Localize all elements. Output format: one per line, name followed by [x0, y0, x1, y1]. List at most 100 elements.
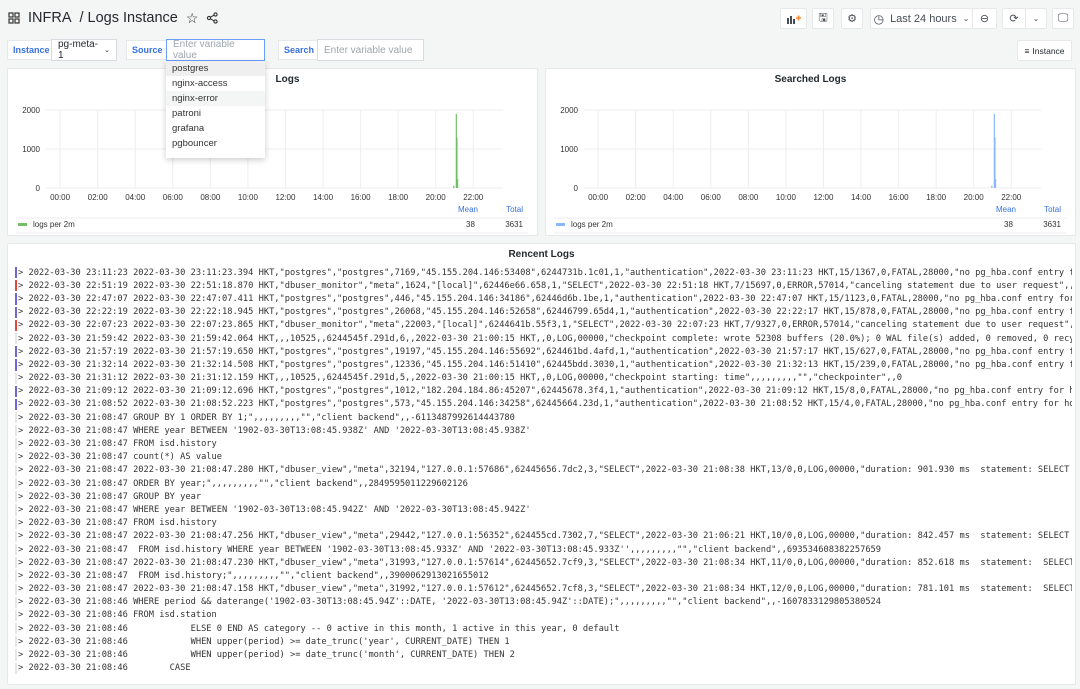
legend-series-name[interactable]: logs per 2m — [33, 220, 75, 229]
add-panel-button[interactable] — [780, 8, 807, 29]
expand-chevron-icon[interactable]: > — [18, 399, 29, 410]
log-row[interactable]: > 2022-03-30 21:08:46 WHEN upper(period)… — [10, 648, 1072, 661]
expand-chevron-icon[interactable]: > — [18, 504, 29, 515]
refresh-button[interactable]: ⟳ — [1002, 8, 1026, 29]
log-row[interactable]: > 2022-03-30 21:08:47 GROUP BY year — [10, 490, 1072, 503]
expand-chevron-icon[interactable]: > — [18, 320, 29, 331]
page-title[interactable]: Logs Instance — [87, 10, 178, 26]
chevron-down-icon: ⌄ — [962, 14, 970, 23]
expand-chevron-icon[interactable]: > — [18, 557, 29, 568]
expand-chevron-icon[interactable]: > — [18, 518, 29, 529]
expand-chevron-icon[interactable]: > — [18, 359, 29, 370]
log-row[interactable]: > 2022-03-30 21:08:47 count(*) AS value — [10, 451, 1072, 464]
legend-header-total[interactable]: Total — [1044, 205, 1061, 214]
log-row[interactable]: > 2022-03-30 21:08:46 ELSE 0 END AS cate… — [10, 622, 1072, 635]
legend-series-name[interactable]: logs per 2m — [571, 220, 613, 229]
share-icon[interactable] — [206, 12, 219, 24]
legend-header-mean[interactable]: Mean — [996, 205, 1016, 214]
log-row[interactable]: > 2022-03-30 21:08:52 2022-03-30 21:08:5… — [10, 398, 1072, 411]
log-row[interactable]: > 2022-03-30 22:47:07 2022-03-30 22:47:0… — [10, 292, 1072, 305]
star-icon[interactable]: ☆ — [185, 9, 199, 26]
source-option[interactable]: nginx-access — [172, 78, 228, 89]
instance-variable-select[interactable]: pg-meta-1 ⌄ — [51, 39, 117, 61]
log-row[interactable]: > 2022-03-30 21:08:47 2022-03-30 21:08:4… — [10, 464, 1072, 477]
x-tick-label: 16:00 — [889, 193, 910, 202]
expand-chevron-icon[interactable]: > — [18, 346, 29, 357]
expand-chevron-icon[interactable]: > — [18, 425, 29, 436]
log-row[interactable]: > 2022-03-30 21:59:42 2022-03-30 21:59:4… — [10, 332, 1072, 345]
expand-chevron-icon[interactable]: > — [18, 636, 29, 647]
log-row[interactable]: > 2022-03-30 21:08:47 FROM isd.history W… — [10, 543, 1072, 556]
expand-chevron-icon[interactable]: > — [18, 531, 29, 542]
expand-chevron-icon[interactable]: > — [18, 280, 29, 291]
expand-chevron-icon[interactable]: > — [18, 439, 29, 450]
log-row[interactable]: > 2022-03-30 21:08:47 ORDER BY year;",,,… — [10, 477, 1072, 490]
dashboard-grid-icon[interactable] — [8, 12, 20, 24]
log-row[interactable]: > 2022-03-30 21:08:47 FROM isd.history;"… — [10, 569, 1072, 582]
log-row[interactable]: > 2022-03-30 21:08:47 2022-03-30 21:08:4… — [10, 583, 1072, 596]
log-row[interactable]: > 2022-03-30 21:08:47 WHERE year BETWEEN… — [10, 424, 1072, 437]
expand-chevron-icon[interactable]: > — [18, 293, 29, 304]
expand-chevron-icon[interactable]: > — [18, 465, 29, 476]
log-row[interactable]: > 2022-03-30 21:09:12 2022-03-30 21:09:1… — [10, 385, 1072, 398]
log-row[interactable]: > 2022-03-30 21:32:14 2022-03-30 21:32:1… — [10, 358, 1072, 371]
zoom-out-button[interactable]: ⊖ — [972, 8, 997, 29]
log-row[interactable]: > 2022-03-30 21:57:19 2022-03-30 21:57:1… — [10, 345, 1072, 358]
expand-chevron-icon[interactable]: > — [18, 478, 29, 489]
legend-header-mean[interactable]: Mean — [458, 205, 478, 214]
source-variable-input[interactable]: Enter variable value — [166, 39, 265, 61]
log-row[interactable]: > 2022-03-30 23:11:23 2022-03-30 23:11:2… — [10, 266, 1072, 279]
expand-chevron-icon[interactable]: > — [18, 663, 29, 674]
log-row[interactable]: > 2022-03-30 21:08:47 WHERE year BETWEEN… — [10, 503, 1072, 516]
expand-chevron-icon[interactable]: > — [18, 386, 29, 397]
expand-chevron-icon[interactable]: > — [18, 570, 29, 581]
expand-chevron-icon[interactable]: > — [18, 307, 29, 318]
log-row[interactable]: > 2022-03-30 21:08:46 WHERE period && da… — [10, 596, 1072, 609]
log-row[interactable]: > 2022-03-30 22:22:19 2022-03-30 22:22:1… — [10, 306, 1072, 319]
expand-chevron-icon[interactable]: > — [18, 544, 29, 555]
log-list[interactable]: > 2022-03-30 23:11:23 2022-03-30 23:11:2… — [10, 266, 1072, 675]
source-option[interactable]: postgres — [166, 61, 265, 76]
log-row[interactable]: > 2022-03-30 22:07:23 2022-03-30 22:07:2… — [10, 319, 1072, 332]
instance-link-button[interactable]: ≡ Instance — [1017, 40, 1072, 61]
breadcrumb-folder[interactable]: INFRA — [28, 10, 72, 26]
log-level-indicator — [15, 359, 17, 371]
expand-chevron-icon[interactable]: > — [18, 650, 29, 661]
legend-header-total[interactable]: Total — [506, 205, 523, 214]
expand-chevron-icon[interactable]: > — [18, 584, 29, 595]
log-row[interactable]: > 2022-03-30 21:08:47 FROM isd.history — [10, 517, 1072, 530]
expand-chevron-icon[interactable]: > — [18, 412, 29, 423]
source-option[interactable]: grafana — [172, 123, 205, 134]
settings-button[interactable]: ⚙ — [841, 8, 863, 29]
log-row[interactable]: > 2022-03-30 21:08:46 FROM isd.station — [10, 609, 1072, 622]
search-variable-input[interactable]: Enter variable value — [317, 39, 424, 61]
expand-chevron-icon[interactable]: > — [18, 267, 29, 278]
source-option[interactable]: patroni — [172, 108, 202, 119]
log-row[interactable]: > 2022-03-30 21:08:47 GROUP BY 1 ORDER B… — [10, 411, 1072, 424]
log-row[interactable]: > 2022-03-30 21:08:46 WHEN upper(period)… — [10, 635, 1072, 648]
log-row[interactable]: > 2022-03-30 21:08:47 FROM isd.history — [10, 437, 1072, 450]
expand-chevron-icon[interactable]: > — [18, 452, 29, 463]
expand-chevron-icon[interactable]: > — [18, 610, 29, 621]
source-option[interactable]: pgbouncer — [172, 138, 217, 149]
expand-chevron-icon[interactable]: > — [18, 491, 29, 502]
log-line-text: 2022-03-30 21:31:12 2022-03-30 21:31:12.… — [28, 373, 902, 384]
refresh-icon: ⟳ — [1009, 13, 1019, 25]
log-level-indicator — [15, 293, 17, 305]
time-range-picker[interactable]: ◷ Last 24 hours ⌄ — [870, 8, 973, 29]
log-row[interactable]: > 2022-03-30 21:08:46 CASE — [10, 662, 1072, 675]
log-line-text: 2022-03-30 22:51:19 2022-03-30 22:51:18.… — [28, 280, 1072, 291]
log-row[interactable]: > 2022-03-30 21:08:47 2022-03-30 21:08:4… — [10, 556, 1072, 569]
refresh-interval-button[interactable]: ⌄ — [1025, 8, 1047, 29]
save-dashboard-button[interactable]: 🖫 — [812, 8, 834, 29]
expand-chevron-icon[interactable]: > — [18, 373, 29, 384]
log-row[interactable]: > 2022-03-30 22:51:19 2022-03-30 22:51:1… — [10, 279, 1072, 292]
expand-chevron-icon[interactable]: > — [18, 597, 29, 608]
log-row[interactable]: > 2022-03-30 21:31:12 2022-03-30 21:31:1… — [10, 372, 1072, 385]
tv-mode-button[interactable]: 🖵 — [1052, 8, 1074, 29]
log-level-indicator — [15, 319, 17, 331]
source-option[interactable]: nginx-error — [166, 91, 265, 106]
expand-chevron-icon[interactable]: > — [18, 333, 29, 344]
expand-chevron-icon[interactable]: > — [18, 623, 29, 634]
log-row[interactable]: > 2022-03-30 21:08:47 2022-03-30 21:08:4… — [10, 530, 1072, 543]
